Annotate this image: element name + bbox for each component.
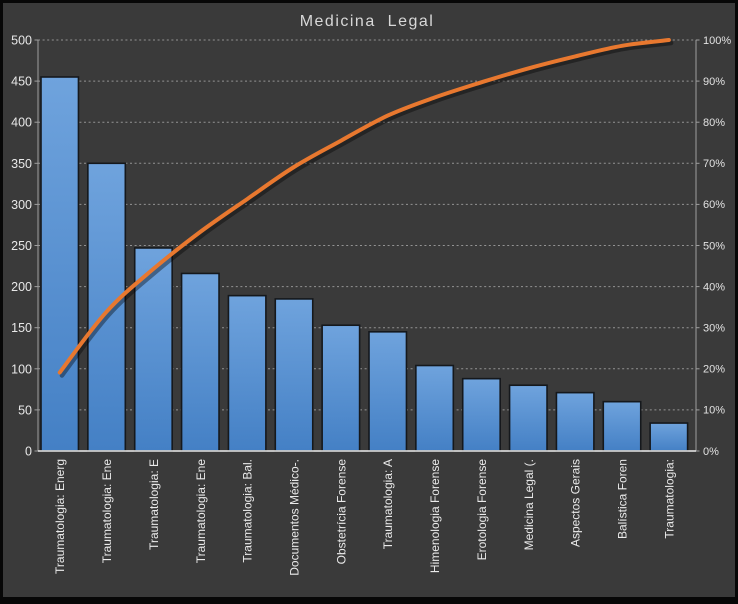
bar-5 <box>227 294 267 452</box>
category-label: Medicina Legal (. <box>522 459 536 550</box>
frame-edge <box>0 0 738 3</box>
category-label: Aspectos Gerais <box>569 459 583 547</box>
bar-12 <box>555 391 595 452</box>
right-axis-labels: 0% 10% 20% 30% 40% 50% 60% 70% 80% 90% 100% <box>703 35 731 458</box>
category-label: Erotologia Forense <box>475 459 489 561</box>
bar-11 <box>508 384 548 452</box>
category-label: Traumatologia: E <box>147 459 161 550</box>
right-axis-tick-label: 80% <box>703 117 725 129</box>
bar-10 <box>461 377 501 452</box>
right-axis-tick-label: 0% <box>703 446 719 458</box>
left-axis-labels: 0 50 100 150 200 250 300 350 400 450 500 <box>11 34 32 459</box>
right-axis-tick-label: 30% <box>703 323 725 335</box>
right-axis-tick-label: 10% <box>703 405 725 417</box>
bar-7 <box>321 324 361 452</box>
bar-4 <box>180 272 220 452</box>
right-axis-tick-label: 20% <box>703 364 725 376</box>
category-label: Balística Foren <box>616 459 630 539</box>
frame-edge <box>0 0 3 604</box>
category-label: Traumatologia: Ene <box>100 459 114 564</box>
left-axis-tick-label: 350 <box>11 157 32 171</box>
category-label: Traumatologia: Ene <box>194 459 208 564</box>
left-axis-tick-label: 500 <box>11 34 32 48</box>
category-label: Himenologia Forense <box>428 459 442 573</box>
right-axis-tick-label: 100% <box>703 35 731 47</box>
category-label: Traumatologia: Energ <box>53 459 67 574</box>
left-axis-tick-label: 150 <box>11 321 32 335</box>
left-axis-tick-label: 50 <box>18 403 32 417</box>
left-axis-tick-label: 0 <box>25 445 32 459</box>
right-axis-tick-label: 40% <box>703 281 725 293</box>
cumulative-line <box>57 38 674 378</box>
right-axis-tick-label: 60% <box>703 199 725 211</box>
bar-9 <box>415 364 455 452</box>
bar-14 <box>649 422 689 452</box>
category-label: Documentos Médico-. <box>288 459 302 576</box>
frame-edge <box>0 597 738 604</box>
category-label: Traumatologia: Bal. <box>241 459 255 563</box>
axes <box>34 39 700 452</box>
category-label: Obstetrícia Forense <box>334 459 348 565</box>
bar-13 <box>602 400 642 452</box>
right-axis-tick-label: 50% <box>703 240 725 252</box>
left-axis-tick-label: 300 <box>11 198 32 212</box>
left-axis-tick-label: 250 <box>11 239 32 253</box>
cumulative-line-path <box>57 38 671 375</box>
frame-edge <box>735 0 738 604</box>
bar-1 <box>40 76 80 452</box>
left-axis-tick-label: 100 <box>11 362 32 376</box>
right-axis-tick-label: 70% <box>703 158 725 170</box>
bar-8 <box>368 331 408 452</box>
x-axis-labels: Traumatologia: Energ Traumatologia: Ene Tr… <box>53 459 676 576</box>
cumulative-line-shadow <box>59 40 674 378</box>
right-axis-tick-label: 90% <box>703 76 725 88</box>
category-label: Traumatologia: A <box>381 459 395 549</box>
bar-2 <box>87 162 127 452</box>
left-axis-tick-label: 200 <box>11 280 32 294</box>
chart-title: Medicina Legal <box>300 13 435 30</box>
bar-6 <box>274 298 314 452</box>
category-label: Traumatologia: <box>662 459 676 539</box>
left-axis-tick-label: 450 <box>11 75 32 89</box>
left-axis-tick-label: 400 <box>11 116 32 130</box>
